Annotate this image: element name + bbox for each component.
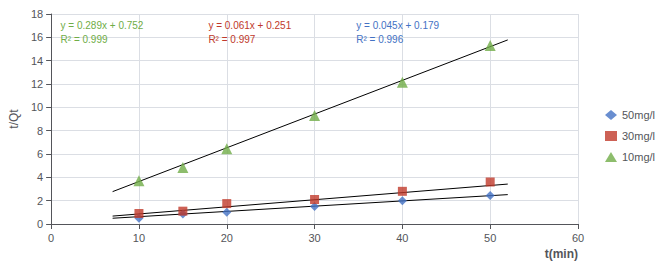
svg-text:30mg/l: 30mg/l [622, 130, 655, 142]
svg-text:10mg/l: 10mg/l [622, 151, 655, 163]
svg-text:10: 10 [31, 101, 43, 113]
svg-text:14: 14 [31, 55, 43, 67]
svg-text:30: 30 [308, 232, 320, 244]
svg-text:y = 0.045x + 0.179: y = 0.045x + 0.179 [356, 20, 439, 31]
svg-text:50mg/l: 50mg/l [622, 109, 655, 121]
svg-text:y = 0.061x + 0.251: y = 0.061x + 0.251 [208, 20, 291, 31]
svg-text:0: 0 [37, 218, 43, 230]
svg-text:12: 12 [31, 78, 43, 90]
svg-text:16: 16 [31, 31, 43, 43]
svg-text:t(min): t(min) [545, 247, 578, 261]
svg-text:R² = 0.996: R² = 0.996 [356, 34, 403, 45]
svg-text:y = 0.289x + 0.752: y = 0.289x + 0.752 [61, 20, 144, 31]
svg-text:t/Qt: t/Qt [7, 109, 21, 129]
svg-text:4: 4 [37, 171, 43, 183]
svg-text:R² = 0.997: R² = 0.997 [208, 34, 255, 45]
svg-text:20: 20 [221, 232, 233, 244]
svg-text:0: 0 [48, 232, 54, 244]
svg-text:40: 40 [396, 232, 408, 244]
svg-text:50: 50 [484, 232, 496, 244]
svg-text:18: 18 [31, 8, 43, 20]
svg-text:10: 10 [133, 232, 145, 244]
svg-text:8: 8 [37, 125, 43, 137]
svg-text:6: 6 [37, 148, 43, 160]
svg-text:R² = 0.999: R² = 0.999 [61, 34, 108, 45]
svg-text:60: 60 [572, 232, 584, 244]
svg-text:2: 2 [37, 195, 43, 207]
